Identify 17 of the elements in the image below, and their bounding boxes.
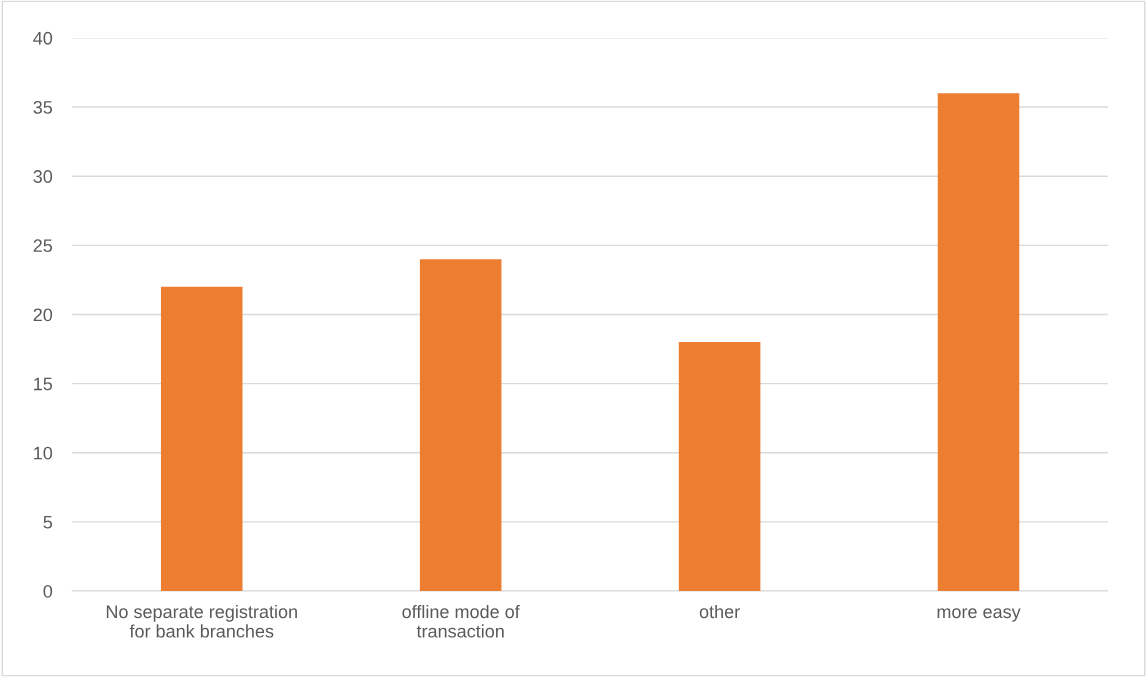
bar (160, 286, 243, 592)
x-tick-label: No separate registration for bank branches (106, 604, 297, 638)
y-tick-label: 10 (34, 446, 53, 460)
y-tick-label: 30 (33, 170, 53, 183)
y-tick-label: 25 (33, 239, 53, 253)
y-tick-label: 0 (43, 584, 53, 598)
x-tick-label: more easy (937, 608, 1021, 622)
y-tick-label: 40 (33, 31, 53, 45)
x-tick-label: other (699, 604, 740, 619)
y-tick-label: 5 (43, 516, 53, 529)
x-tick-label: offline mode of transaction (402, 604, 520, 638)
y-tick-label: 35 (33, 100, 53, 114)
y-tick-label: 15 (34, 377, 53, 391)
bar (419, 259, 502, 592)
y-tick-label: 20 (33, 308, 53, 322)
bar (937, 93, 1020, 592)
bar (678, 342, 761, 592)
